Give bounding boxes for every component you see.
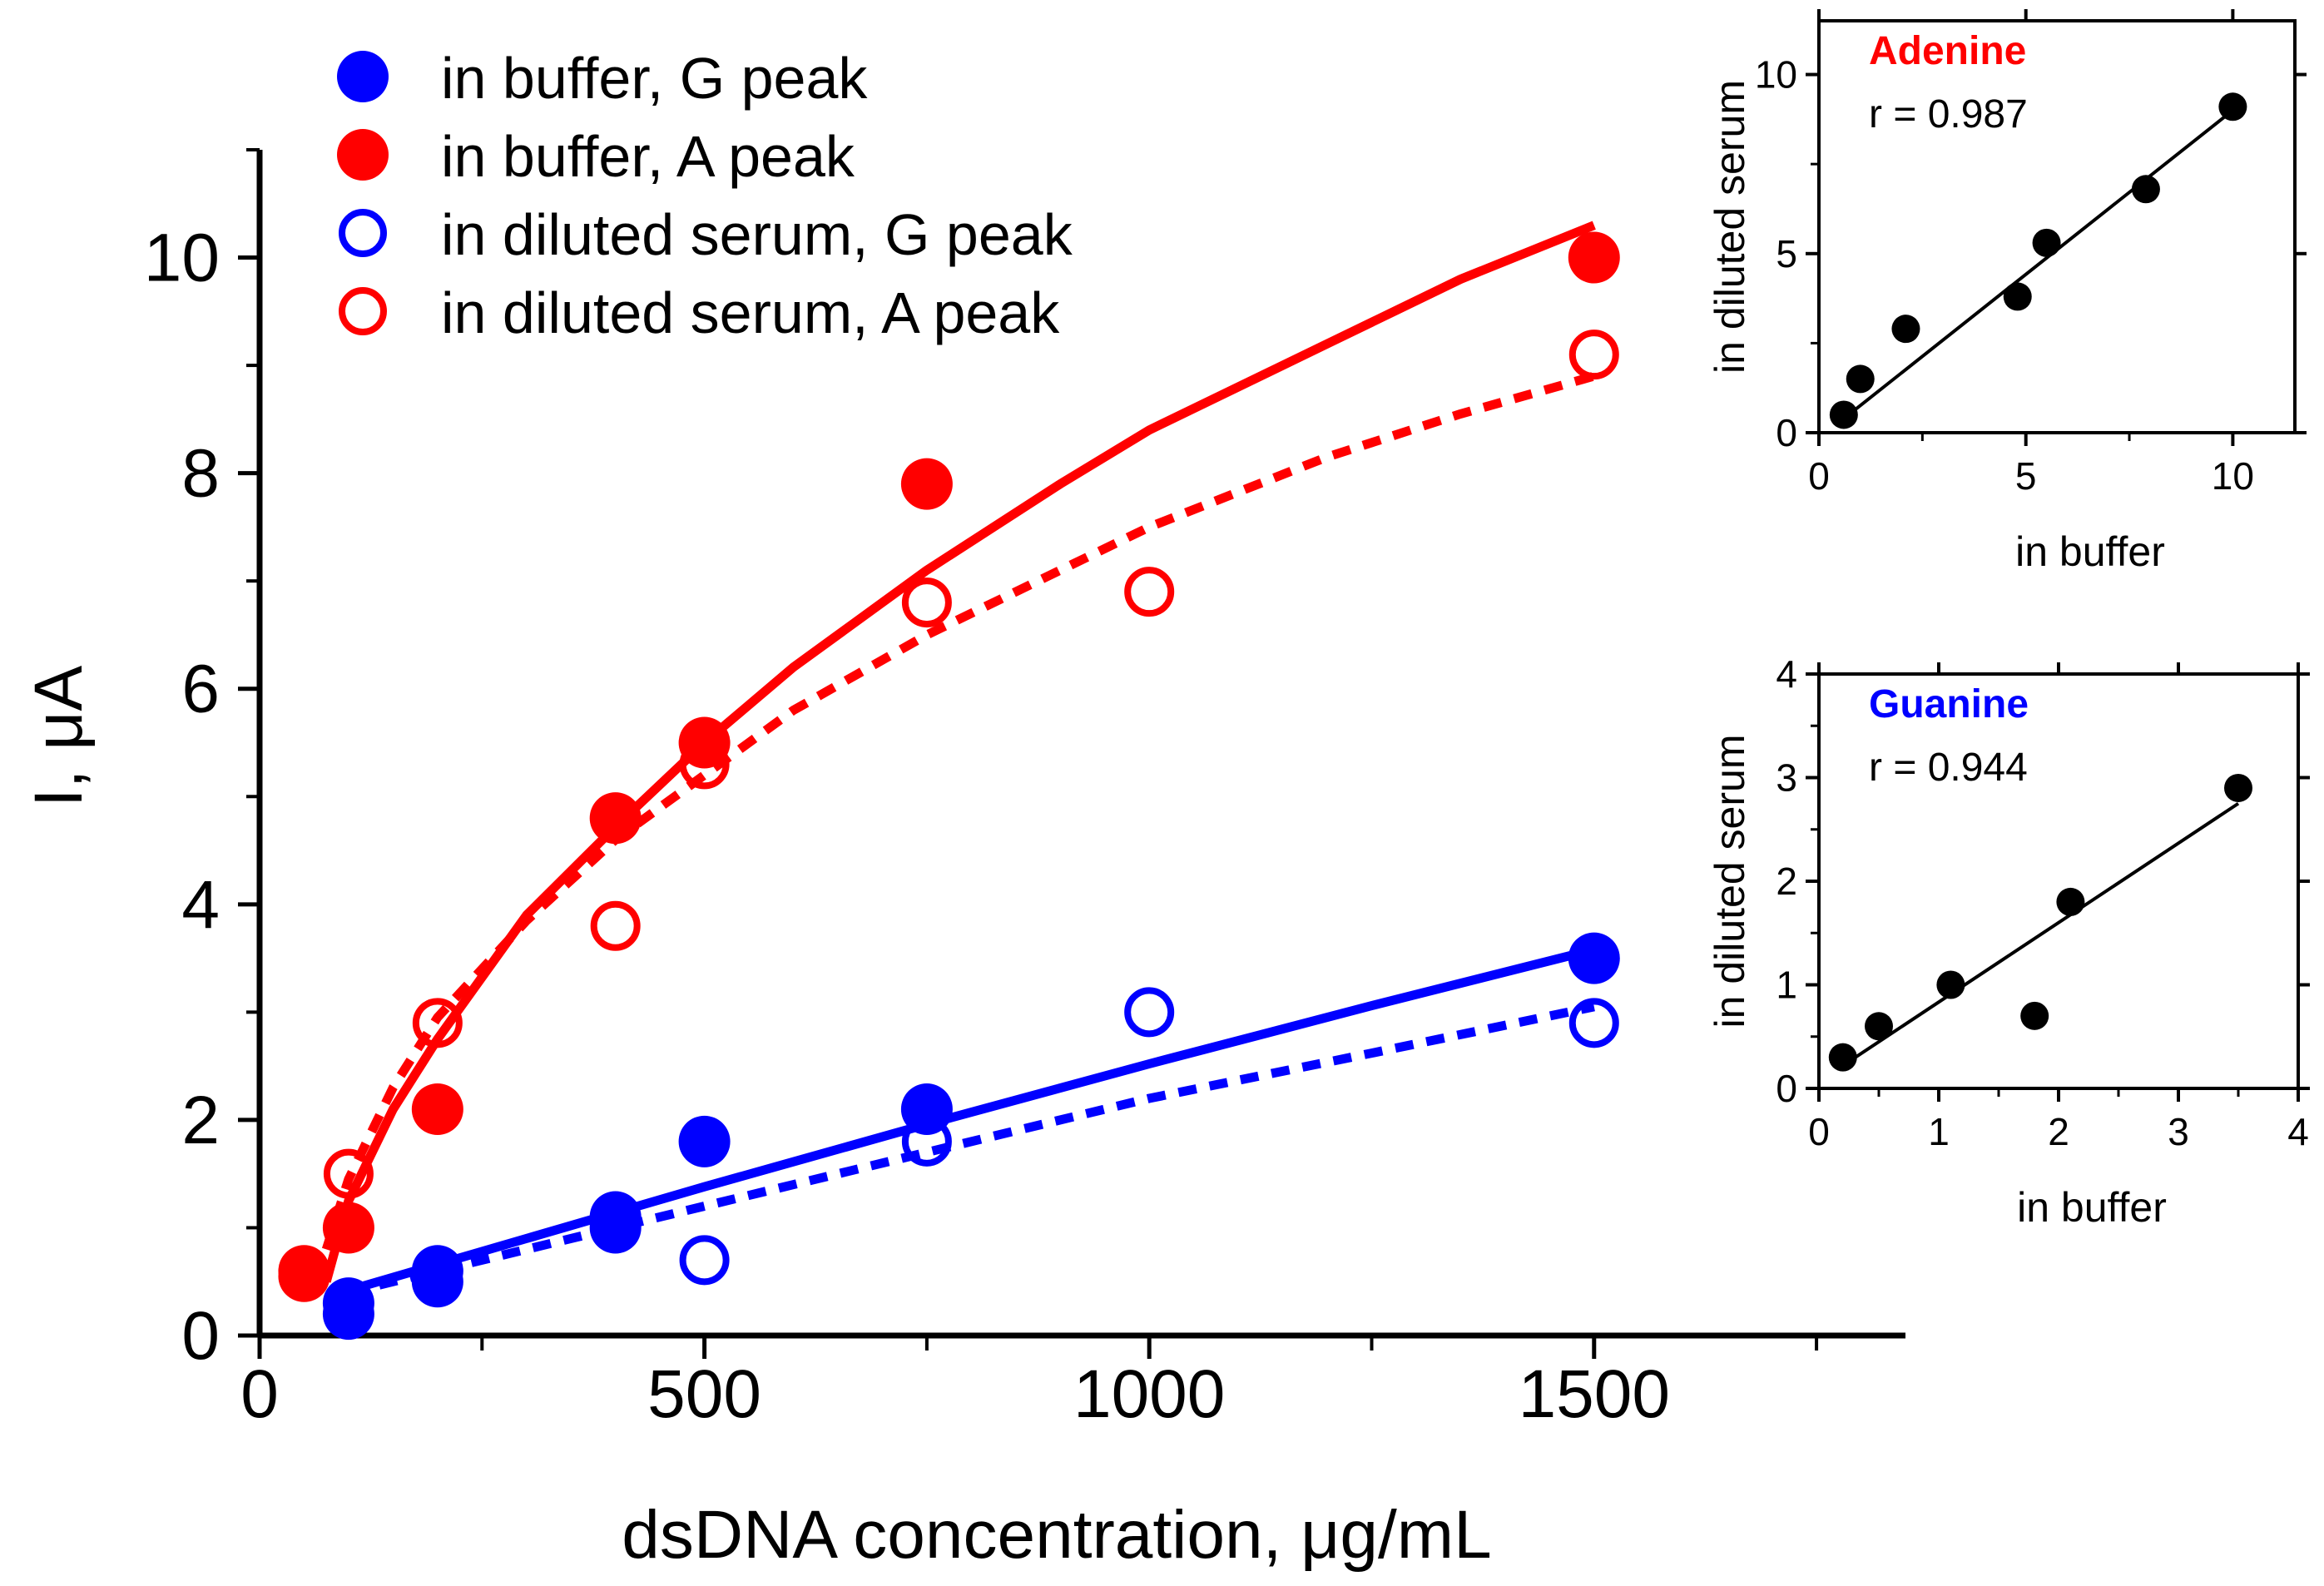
inset-fit-line — [1838, 109, 2234, 424]
data-point-series-3 — [1568, 330, 1619, 380]
data-point-series-2 — [1124, 987, 1175, 1038]
inset-y-tick-label: 4 — [1776, 652, 1797, 696]
inset-correlation-annotation: r = 0.987 — [1869, 92, 2028, 136]
x-axis-title: dsDNA concentration, μg/mL — [622, 1497, 1491, 1573]
data-point-series-0 — [1568, 932, 1620, 984]
inset-x-tick-label: 0 — [1808, 1110, 1830, 1153]
inset-y-tick-label: 1 — [1776, 964, 1797, 1007]
inset-correlation-annotation: r = 0.944 — [1869, 746, 2028, 790]
data-point-series-1 — [278, 1245, 330, 1297]
x-tick-label: 1500 — [1519, 1356, 1670, 1432]
legend-label: in diluted serum, A peak — [441, 280, 1060, 345]
y-tick-label: 6 — [181, 652, 220, 727]
x-tick-label: 0 — [240, 1356, 279, 1432]
legend-label: in buffer, A peak — [441, 124, 855, 189]
fit-curve-series-3 — [321, 371, 1596, 1251]
inset-data-point — [2056, 887, 2085, 916]
inset-data-point — [1846, 364, 1875, 394]
legend-marker-series-0 — [337, 51, 389, 102]
inset-y-tick-label: 3 — [1776, 756, 1797, 800]
legend: in buffer, G peak in buffer, A peak in dil… — [337, 46, 1073, 345]
inset-x-axis-title: in buffer — [2017, 1184, 2167, 1231]
data-point-series-3 — [412, 998, 463, 1048]
y-tick-label: 10 — [144, 221, 220, 296]
inset-data-point — [1936, 970, 1965, 999]
inset-x-tick-label: 10 — [2212, 454, 2254, 498]
legend-label: in diluted serum, G peak — [441, 202, 1073, 267]
inset-x-axis-title: in buffer — [2015, 528, 2165, 575]
inset-x-tick-label: 1 — [1928, 1110, 1950, 1153]
y-axis-title: I, μA — [21, 666, 97, 808]
inset-data-point — [2218, 92, 2247, 121]
inset-x-tick-label: 4 — [2287, 1110, 2309, 1153]
data-point-series-3 — [1124, 567, 1175, 617]
data-point-series-0 — [411, 1245, 463, 1297]
inset-data-point — [2020, 1001, 2049, 1030]
inset-frame — [1817, 19, 2297, 434]
data-point-series-1 — [900, 458, 953, 510]
data-point-series-3 — [323, 1148, 374, 1199]
inset-y-tick-label: 0 — [1776, 411, 1797, 454]
x-tick-label: 500 — [647, 1356, 761, 1432]
inset-data-point — [2032, 228, 2061, 257]
inset-title: Guanine — [1869, 682, 2029, 726]
data-point-series-1 — [322, 1202, 374, 1254]
y-tick-label: 8 — [181, 436, 220, 512]
inset-x-tick-label: 2 — [2048, 1110, 2069, 1153]
inset-x-tick-label: 0 — [1808, 454, 1830, 498]
data-point-series-3 — [901, 577, 952, 628]
inset-data-point — [2131, 175, 2160, 204]
legend-marker-series-1 — [337, 129, 389, 181]
inset-y-tick-label: 5 — [1776, 232, 1797, 275]
inset-data-point — [1865, 1012, 1893, 1041]
y-tick-label: 2 — [181, 1083, 220, 1158]
inset-y-axis-title: in diluted serum — [1707, 80, 1753, 374]
inset-y-axis-title: in diluted serum — [1707, 735, 1753, 1028]
inset-data-point — [1829, 400, 1858, 429]
data-point-series-2 — [412, 1256, 463, 1307]
data-point-series-2 — [1568, 998, 1619, 1048]
inset-y-tick-label: 0 — [1776, 1067, 1797, 1110]
data-point-series-0 — [678, 1115, 731, 1167]
fit-curve-series-1 — [321, 221, 1596, 1283]
data-point-series-0 — [322, 1288, 374, 1341]
inset-title: Adenine — [1869, 29, 2026, 73]
inset-data-point — [2003, 282, 2032, 311]
fit-curve-series-0 — [347, 944, 1596, 1295]
data-point-series-0 — [589, 1191, 642, 1243]
data-point-series-3 — [590, 900, 641, 951]
y-tick-label: 4 — [181, 867, 220, 943]
data-point-series-1 — [1568, 231, 1620, 284]
data-point-series-1 — [589, 792, 642, 845]
inset-y-tick-label: 10 — [1755, 53, 1797, 97]
x-tick-label: 1000 — [1073, 1356, 1225, 1432]
legend-marker-series-2 — [339, 209, 387, 257]
fit-curve-series-2 — [347, 1002, 1595, 1297]
data-point-series-2 — [901, 1116, 952, 1167]
inset-fit-line — [1841, 801, 2240, 1068]
inset-data-point — [1891, 315, 1920, 344]
legend-label: in buffer, G peak — [441, 46, 868, 111]
inset-data-point — [2224, 773, 2252, 802]
inset-x-tick-label: 3 — [2168, 1110, 2189, 1153]
inset-guanine-plot: 0 1 2 3 4 0 1 2 3 4 in buffer in diluted serum Guani… — [1707, 652, 2310, 1231]
y-tick-label: 0 — [181, 1298, 220, 1374]
data-point-series-2 — [679, 1235, 730, 1286]
inset-x-tick-label: 5 — [2015, 454, 2037, 498]
inset-y-tick-label: 2 — [1776, 860, 1797, 903]
legend-marker-series-3 — [339, 287, 387, 335]
inset-adenine-plot: 0 5 10 0 5 10 in buffer in diluted serum Adenine… — [1707, 9, 2307, 575]
data-point-series-1 — [411, 1083, 463, 1135]
data-point-series-3 — [679, 739, 730, 790]
inset-data-point — [1828, 1043, 1857, 1072]
